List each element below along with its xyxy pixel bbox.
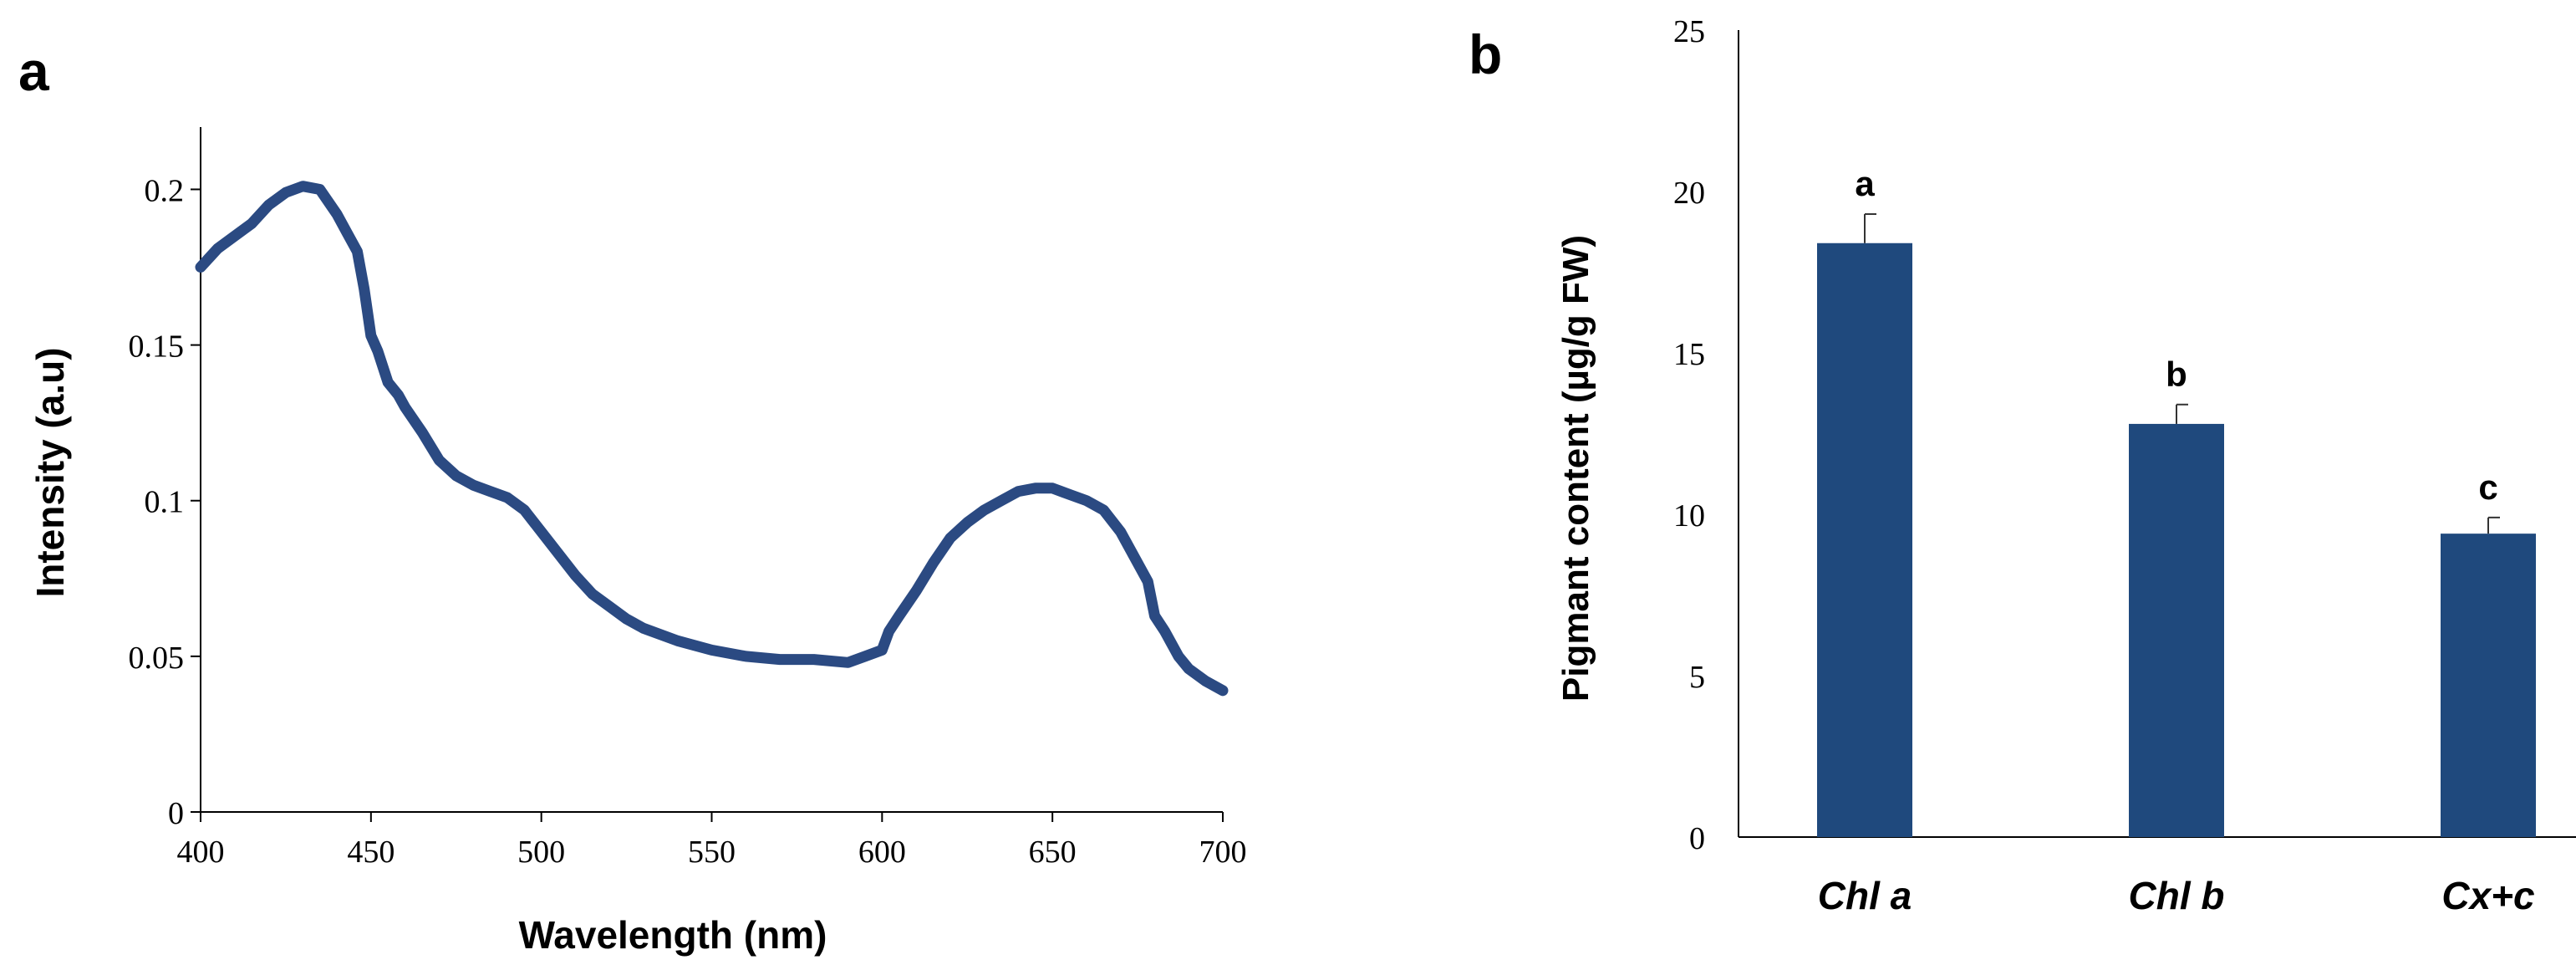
bar-2 — [2129, 423, 2224, 837]
panel-a-x-tick-label: 400 — [177, 835, 225, 870]
panel-b-y-ticks: 0 5 10 15 20 25 — [1673, 14, 1705, 856]
panel-b-y-tick-label: 5 — [1689, 660, 1705, 695]
panel-a-x-tick-label: 450 — [347, 835, 395, 870]
panel-a-x-tick-label: 700 — [1199, 835, 1247, 870]
panel-b-y-axis-label: Pigmant content (µg/g FW) — [1555, 235, 1596, 702]
panel-b-label: b — [1469, 23, 1502, 85]
panel-b-bar-chart: b 0 5 10 15 20 25 a Chl a b Chl b c Cx+c Pigmant c… — [1469, 14, 2576, 917]
panel-a-x-tick-label: 600 — [858, 835, 906, 870]
panel-a-x-tick-label: 550 — [688, 835, 736, 870]
panel-a-label: a — [18, 40, 50, 102]
bar-3 — [2441, 534, 2536, 837]
significance-letter: c — [2478, 467, 2497, 507]
panel-b-y-tick-label: 0 — [1689, 821, 1705, 856]
panel-b-y-tick-label: 25 — [1673, 14, 1705, 49]
panel-a-y-tick-label: 0.1 — [145, 485, 185, 520]
significance-letter: a — [1855, 164, 1875, 203]
panel-a-y-tick-label: 0.2 — [145, 173, 185, 208]
panel-a-x-ticks: 400 450 500 550 600 650 700 — [177, 812, 1247, 870]
panel-b-y-tick-label: 20 — [1673, 176, 1705, 211]
panel-b-bars: a Chl a b Chl b c Cx+c — [1817, 164, 2536, 917]
bar-1 — [1817, 243, 1912, 837]
panel-b-y-tick-label: 10 — [1673, 498, 1705, 534]
panel-a-x-tick-label: 500 — [517, 835, 565, 870]
panel-a-y-tick-label: 0 — [168, 796, 184, 831]
category-label: Chl b — [2129, 874, 2225, 917]
spectrum-line — [195, 181, 1229, 697]
panel-a-y-ticks: 0 0.05 0.1 0.15 0.2 — [129, 173, 201, 831]
panel-a-y-axis-label: Intensity (a.u) — [28, 347, 72, 597]
category-label: Chl a — [1818, 874, 1912, 917]
panel-a-y-tick-label: 0.05 — [129, 641, 185, 676]
panel-a-y-tick-label: 0.15 — [129, 329, 185, 365]
panel-a-x-axis-label: Wavelength (nm) — [519, 913, 827, 957]
panel-a-line-chart: a 00.050.10.150.2 400 450 500 550 600 650 700 … — [18, 40, 1247, 957]
panel-b-y-tick-label: 15 — [1673, 337, 1705, 372]
panel-a-x-tick-label: 650 — [1029, 835, 1077, 870]
category-label: Cx+c — [2441, 874, 2534, 917]
significance-letter: b — [2166, 355, 2187, 394]
